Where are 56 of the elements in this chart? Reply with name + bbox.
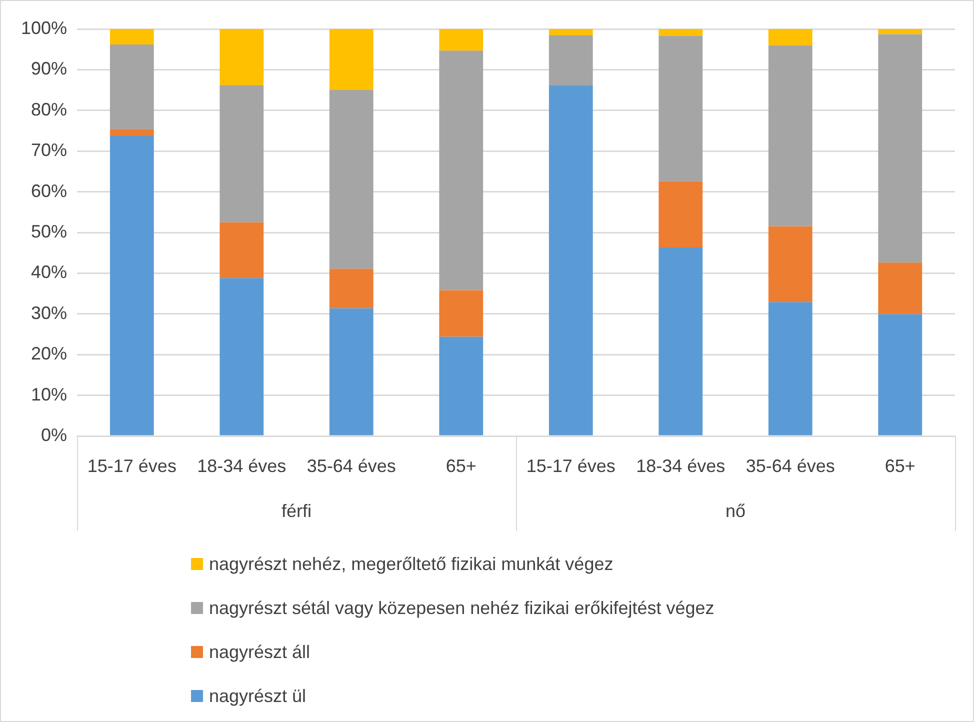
bar [439,290,484,337]
bar [439,50,484,290]
x-tick-label: 35-64 éves [746,456,835,476]
y-tick-label: 10% [31,384,68,404]
bar [110,29,154,44]
x-tick-label: 65+ [446,456,476,476]
x-tick-label: 15-17 éves [87,456,176,476]
bar [658,29,703,36]
bar [548,35,593,86]
legend-label: nagyrészt áll [209,642,310,662]
y-tick-label: 40% [31,262,68,282]
bar [658,181,703,248]
bar [548,85,593,436]
bar [220,85,264,222]
y-tick-label: 20% [31,344,68,364]
bar [768,29,812,46]
y-tick-label: 70% [31,140,68,160]
text: nő [725,500,746,521]
bar [329,268,374,308]
bar [768,302,812,436]
bar [110,136,154,436]
legend-label: nagyrészt sétál vagy közepesen nehéz fizikai erőkifejtést végez [209,598,714,618]
bar [329,308,374,436]
y-tick-label: 100% [20,18,68,38]
x-tick-label: 65+ [884,456,916,476]
bar [329,90,374,269]
bar [439,336,484,436]
x-tick-label: 18-34 éves [197,456,286,476]
bar [548,29,593,36]
legend-label: nagyrészt ül [209,686,306,706]
bar [878,29,922,34]
bar [220,29,264,86]
y-tick-label: 50% [31,221,68,242]
text: férfi [282,500,312,521]
y-tick-label: 80% [31,99,68,120]
x-tick-label: 35-64 éves [306,456,396,476]
legend-label: nagyrészt nehéz, megerőltető fizikai munkát végez [209,554,614,574]
x-tick-label: 18-34 éves [636,456,726,476]
bar [439,29,484,51]
y-tick-label: 90% [31,58,68,79]
y-tick-label: 30% [31,302,68,323]
bar [768,45,812,226]
bar [658,36,703,182]
bar [220,278,264,436]
bar [110,129,154,136]
y-tick-label: 0% [41,424,68,445]
bar [768,226,812,302]
bar [110,44,154,130]
x-tick-label: 15-17 éves [526,456,616,476]
bar [220,222,264,278]
bar [878,314,922,436]
bar [658,248,703,436]
y-tick-label: 60% [31,180,68,201]
bar [329,29,374,90]
bar [878,262,922,314]
bar [878,34,922,263]
